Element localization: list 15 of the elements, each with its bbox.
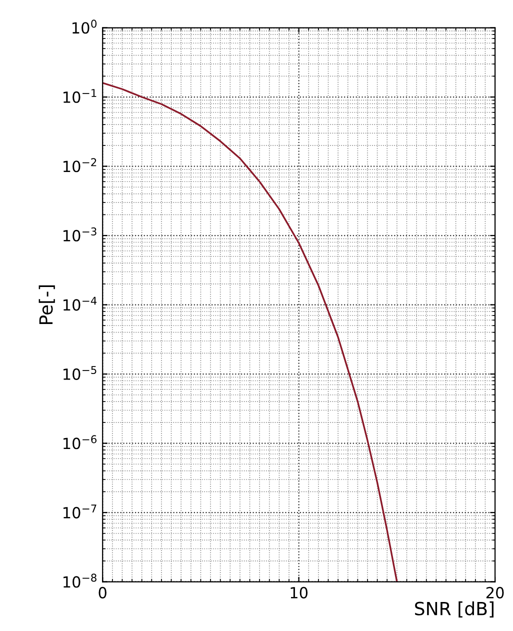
x-axis-title: SNR [dB] [415,601,494,618]
x-tick-label: 20 [486,586,504,598]
y-tick-label: 10$^{−3}$ [64,227,96,242]
x-tick-label: 0 [98,586,106,598]
y-tick-label: 10$^{0}$ [72,20,97,34]
y-tick-label: 10$^{−4}$ [64,296,97,311]
y-tick-label: 10$^{−8}$ [64,574,96,588]
x-tick-label: 10 [290,586,308,598]
line-series [102,82,398,582]
y-tick-label: 10$^{−1}$ [64,89,96,103]
y-tick-label: 10$^{−5}$ [64,366,96,380]
y-axis-title: Pe[-] [38,285,55,324]
y-tick-label: 10$^{−7}$ [64,504,96,518]
y-tick-label: 10$^{−2}$ [64,158,96,172]
y-tick-label: 10$^{−6}$ [64,435,97,450]
